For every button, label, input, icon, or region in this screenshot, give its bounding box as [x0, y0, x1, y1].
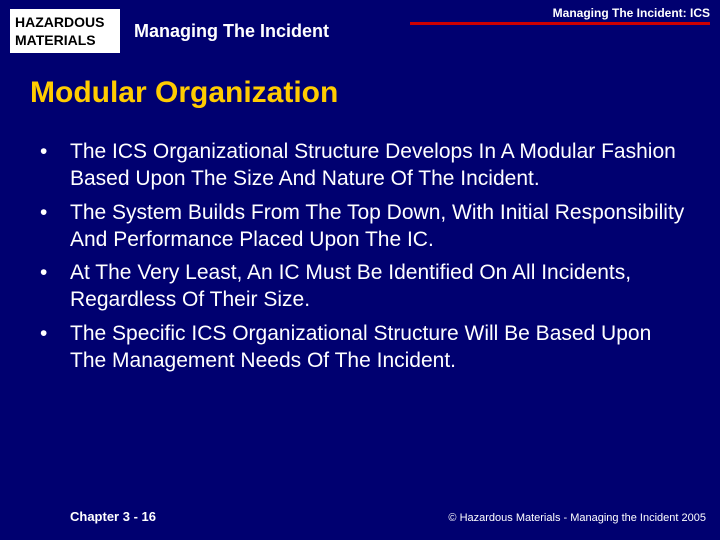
bullet-marker-icon: • [40, 320, 70, 375]
bullet-text: At The Very Least, An IC Must Be Identif… [70, 259, 690, 314]
bullet-marker-icon: • [40, 259, 70, 314]
header-right: Managing The Incident: ICS [410, 6, 710, 25]
logo-box: HAZARDOUS MATERIALS [10, 9, 120, 53]
bullet-text: The System Builds From The Top Down, Wit… [70, 199, 690, 254]
footer-chapter: Chapter 3 - 16 [70, 509, 156, 524]
footer-copyright: © Hazardous Materials - Managing the Inc… [448, 512, 706, 524]
bullet-marker-icon: • [40, 138, 70, 193]
logo-line1: HAZARDOUS [15, 13, 120, 31]
footer: Chapter 3 - 16 © Hazardous Materials - M… [0, 509, 720, 524]
header-right-label: Managing The Incident: ICS [410, 6, 710, 20]
slide-title: Modular Organization [0, 56, 720, 118]
bullet-item: • At The Very Least, An IC Must Be Ident… [40, 259, 690, 314]
bullet-item: • The ICS Organizational Structure Devel… [40, 138, 690, 193]
header-title: Managing The Incident [134, 21, 329, 42]
bullet-item: • The System Builds From The Top Down, W… [40, 199, 690, 254]
content: • The ICS Organizational Structure Devel… [0, 118, 720, 374]
logo-line2: MATERIALS [15, 31, 120, 49]
bullet-item: • The Specific ICS Organizational Struct… [40, 320, 690, 375]
bullet-text: The ICS Organizational Structure Develop… [70, 138, 690, 193]
bullet-text: The Specific ICS Organizational Structur… [70, 320, 690, 375]
header-rule [410, 22, 710, 25]
bullet-marker-icon: • [40, 199, 70, 254]
header: HAZARDOUS MATERIALS Managing The Inciden… [0, 0, 720, 56]
